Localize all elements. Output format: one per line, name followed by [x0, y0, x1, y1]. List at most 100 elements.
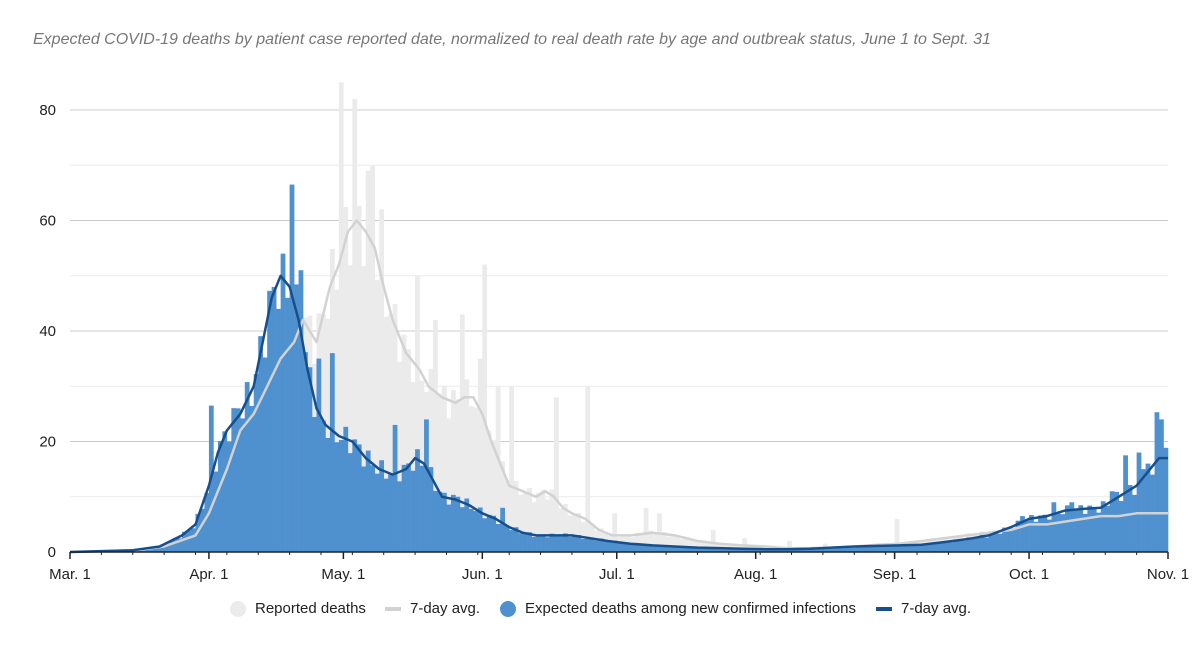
x-tick-label: Nov. 1	[1147, 566, 1189, 583]
expected-deaths-bar	[719, 547, 725, 552]
legend-label: Expected deaths among new confirmed infe…	[525, 600, 857, 617]
expected-deaths-bar	[751, 549, 756, 552]
expected-deaths-bar	[437, 491, 443, 552]
expected-deaths-bar	[908, 544, 913, 552]
expected-deaths-bar	[222, 431, 228, 552]
expected-deaths-bar	[688, 547, 694, 552]
expected-deaths-bar	[1159, 419, 1164, 552]
reported-deaths-bar	[370, 165, 376, 552]
reported-deaths-bar	[343, 206, 349, 552]
expected-deaths-bar	[917, 544, 922, 552]
reported-deaths-bar	[356, 205, 362, 552]
y-tick-label: 80	[39, 102, 56, 119]
reported-deaths-bar	[509, 386, 514, 552]
expected-deaths-bar	[1069, 502, 1075, 552]
expected-deaths-bar	[504, 525, 510, 552]
expected-deaths-bar	[1136, 452, 1142, 552]
reported-deaths-bar	[562, 504, 568, 552]
expected-deaths-bar	[625, 542, 631, 552]
reported-avg-line	[69, 219, 1168, 554]
expected-deaths-bar	[473, 510, 479, 552]
x-tick-label: Aug. 1	[734, 566, 777, 583]
expected-deaths-bar	[948, 542, 954, 552]
y-tick-label: 40	[39, 323, 56, 340]
y-tick-label: 20	[39, 434, 56, 451]
chart-plot: 0 20 40 60 80 Mar. 1 Apr. 1 May. 1 Jun. 1 Jul. 1…	[39, 82, 1189, 583]
expected-deaths-bar	[961, 540, 967, 552]
reported-deaths-bar	[666, 536, 671, 552]
reported-deaths-bar	[486, 430, 492, 552]
expected-deaths-bar	[813, 548, 819, 552]
expected-deaths-bar	[858, 546, 864, 552]
expected-deaths-bar	[186, 530, 192, 552]
reported-deaths-bar	[477, 358, 483, 552]
expected-deaths-bar	[791, 549, 797, 552]
reported-deaths-bar	[549, 489, 555, 552]
reported-deaths-bar	[504, 480, 510, 552]
reported-deaths-bar	[513, 480, 519, 552]
expected-deaths-bar	[383, 478, 389, 552]
expected-deaths-bar	[607, 541, 613, 552]
expected-deaths-bar	[652, 545, 658, 552]
expected-deaths-bar	[885, 546, 891, 552]
expected-deaths-bar	[1051, 502, 1057, 552]
expected-deaths-bar	[374, 473, 380, 552]
expected-deaths-bar	[491, 515, 497, 552]
expected-deaths-bar	[831, 546, 837, 552]
expected-deaths-bar	[249, 405, 255, 552]
expected-deaths-bar	[612, 540, 618, 552]
expected-deaths-bar	[800, 549, 806, 552]
x-tick-label: Apr. 1	[189, 566, 228, 583]
expected-deaths-bar	[988, 534, 994, 552]
expected-deaths-bar	[549, 533, 555, 552]
expected-deaths-bar	[804, 548, 810, 552]
expected-deaths-bar	[410, 470, 416, 552]
expected-deaths-bar	[997, 533, 1003, 552]
expected-deaths-bar	[594, 540, 600, 552]
reported-deaths-bar	[397, 361, 402, 552]
reported-deaths-bar	[455, 399, 461, 552]
expected-deaths-bar	[661, 545, 667, 552]
expected-deaths-bar	[742, 548, 748, 552]
expected-deaths-bar	[455, 496, 461, 552]
reported-deaths-bar	[334, 289, 340, 552]
expected-deaths-bar	[867, 545, 873, 552]
reported-deaths-bar	[576, 512, 582, 552]
reported-deaths-bar	[410, 382, 416, 552]
reported-deaths-bar	[558, 508, 564, 552]
expected-deaths-bar	[298, 270, 304, 552]
expected-deaths-bar	[262, 357, 268, 552]
expected-deaths-bar	[459, 507, 465, 552]
expected-deaths-bar	[312, 416, 317, 552]
reported-deaths-bar	[415, 275, 420, 552]
expected-avg-line	[69, 274, 1168, 554]
expected-deaths-bar	[796, 548, 801, 552]
expected-deaths-bar	[598, 538, 604, 552]
expected-deaths-bar	[934, 543, 940, 552]
expected-deaths-bar	[912, 545, 918, 552]
expected-deaths-bar	[764, 549, 770, 552]
expected-deaths-bar	[356, 444, 362, 552]
expected-deaths-bar	[809, 548, 815, 552]
expected-deaths-bar	[657, 545, 662, 552]
expected-deaths-bar	[728, 548, 734, 552]
expected-deaths-bar	[500, 507, 506, 552]
expected-deaths-bar	[347, 453, 353, 552]
reported-deaths-bar	[406, 349, 411, 552]
expected-deaths-bar	[894, 544, 900, 552]
expected-deaths-bar	[240, 418, 246, 552]
expected-deaths-bar	[1002, 527, 1007, 552]
expected-deaths-bar	[872, 546, 877, 552]
expected-deaths-bar	[428, 467, 434, 552]
reported-deaths-bar	[683, 536, 689, 552]
expected-deaths-bar	[1046, 519, 1052, 552]
expected-deaths-bar	[1011, 528, 1016, 552]
reported-deaths-bar	[894, 518, 900, 552]
expected-deaths-bar	[1006, 528, 1012, 552]
expected-deaths-bar	[943, 540, 949, 552]
expected-deaths-bar	[952, 539, 958, 552]
expected-deaths-bar	[1163, 447, 1169, 552]
reported-deaths-bar	[441, 385, 447, 552]
expected-deaths-bar	[822, 547, 828, 552]
reported-deaths-bar	[697, 539, 703, 552]
